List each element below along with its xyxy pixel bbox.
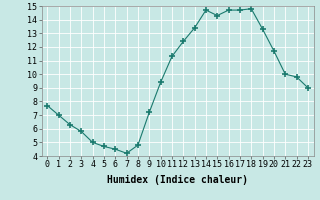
X-axis label: Humidex (Indice chaleur): Humidex (Indice chaleur) — [107, 175, 248, 185]
